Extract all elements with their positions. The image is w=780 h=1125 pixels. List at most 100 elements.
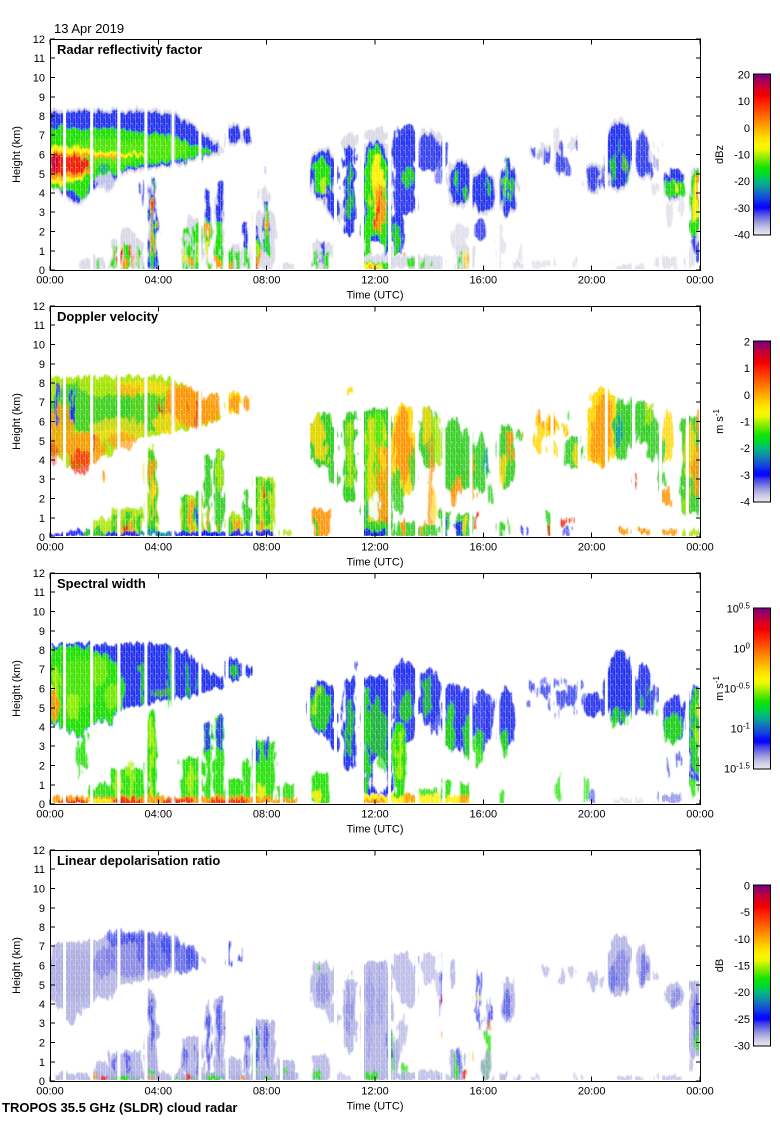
svg-text:5: 5: [39, 436, 45, 448]
svg-text:8: 8: [39, 922, 45, 934]
svg-text:Height (km): Height (km): [11, 393, 23, 450]
svg-text:Time (UTC): Time (UTC): [346, 1101, 403, 1113]
svg-text:10: 10: [33, 884, 45, 896]
svg-text:11: 11: [34, 320, 45, 332]
svg-text:3: 3: [39, 207, 45, 219]
svg-text:10: 10: [738, 96, 750, 108]
svg-text:08:00: 08:00: [253, 275, 281, 287]
svg-text:-30: -30: [734, 203, 750, 215]
svg-text:00:00: 00:00: [686, 542, 714, 554]
svg-text:-15: -15: [734, 961, 750, 973]
svg-text:0: 0: [39, 265, 45, 277]
svg-text:6: 6: [39, 417, 45, 429]
svg-text:Doppler velocity: Doppler velocity: [57, 309, 159, 324]
svg-text:4: 4: [39, 455, 45, 467]
svg-text:9: 9: [39, 92, 45, 104]
svg-text:00:00: 00:00: [686, 1086, 714, 1098]
svg-text:12: 12: [33, 34, 45, 46]
svg-text:Height (km): Height (km): [11, 937, 23, 994]
svg-text:3: 3: [39, 741, 45, 753]
svg-text:Time (UTC): Time (UTC): [346, 824, 403, 836]
svg-text:7: 7: [39, 397, 45, 409]
svg-text:11: 11: [34, 53, 45, 65]
svg-text:00:00: 00:00: [36, 1086, 64, 1098]
svg-text:04:00: 04:00: [145, 542, 173, 554]
svg-text:13 Apr 2019: 13 Apr 2019: [54, 21, 124, 36]
svg-text:20:00: 20:00: [578, 1086, 606, 1098]
svg-text:12:00: 12:00: [361, 542, 389, 554]
svg-text:4: 4: [39, 722, 45, 734]
svg-text:6: 6: [39, 684, 45, 696]
svg-text:00:00: 00:00: [686, 809, 714, 821]
svg-text:0: 0: [39, 532, 45, 544]
svg-text:Time (UTC): Time (UTC): [346, 557, 403, 569]
svg-text:12: 12: [33, 568, 45, 580]
svg-text:3: 3: [39, 474, 45, 486]
svg-text:12:00: 12:00: [361, 809, 389, 821]
svg-text:3: 3: [39, 1018, 45, 1030]
svg-text:-4: -4: [740, 497, 750, 509]
svg-text:Height (km): Height (km): [11, 660, 23, 717]
svg-text:-25: -25: [734, 1014, 750, 1026]
svg-text:-20: -20: [734, 176, 750, 188]
svg-text:08:00: 08:00: [253, 809, 281, 821]
svg-text:9: 9: [39, 359, 45, 371]
svg-text:00:00: 00:00: [686, 275, 714, 287]
svg-text:00:00: 00:00: [36, 809, 64, 821]
svg-text:0: 0: [39, 1076, 45, 1088]
svg-text:9: 9: [39, 903, 45, 915]
svg-text:1: 1: [39, 780, 45, 792]
svg-text:16:00: 16:00: [470, 275, 498, 287]
svg-text:6: 6: [39, 961, 45, 973]
svg-text:16:00: 16:00: [470, 1086, 498, 1098]
svg-text:1: 1: [39, 246, 45, 258]
svg-text:dB: dB: [714, 959, 726, 972]
svg-text:-1: -1: [740, 417, 750, 429]
svg-text:20:00: 20:00: [578, 275, 606, 287]
svg-text:8: 8: [39, 111, 45, 123]
svg-text:2: 2: [39, 761, 45, 773]
svg-text:Height (km): Height (km): [11, 126, 23, 183]
svg-text:20: 20: [738, 70, 750, 82]
svg-text:5: 5: [39, 703, 45, 715]
svg-text:04:00: 04:00: [145, 809, 173, 821]
svg-text:04:00: 04:00: [145, 1086, 173, 1098]
svg-text:12:00: 12:00: [361, 275, 389, 287]
svg-text:-2: -2: [740, 443, 750, 455]
svg-text:0: 0: [744, 881, 750, 893]
svg-text:7: 7: [39, 130, 45, 142]
svg-text:12:00: 12:00: [361, 1086, 389, 1098]
svg-text:16:00: 16:00: [470, 809, 498, 821]
svg-text:12: 12: [33, 301, 45, 313]
svg-text:11: 11: [34, 864, 45, 876]
svg-text:Linear depolarisation ratio: Linear depolarisation ratio: [57, 853, 220, 868]
svg-text:08:00: 08:00: [253, 542, 281, 554]
svg-text:16:00: 16:00: [470, 542, 498, 554]
svg-text:1: 1: [39, 1057, 45, 1069]
svg-text:4: 4: [39, 188, 45, 200]
svg-text:11: 11: [34, 587, 45, 599]
svg-text:20:00: 20:00: [578, 809, 606, 821]
svg-text:7: 7: [39, 664, 45, 676]
svg-text:08:00: 08:00: [253, 1086, 281, 1098]
svg-text:-10: -10: [734, 934, 750, 946]
svg-text:10: 10: [33, 73, 45, 85]
svg-text:0: 0: [744, 123, 750, 135]
svg-text:5: 5: [39, 980, 45, 992]
svg-text:-40: -40: [734, 230, 750, 242]
svg-text:TROPOS 35.5 GHz (SLDR) cloud r: TROPOS 35.5 GHz (SLDR) cloud radar: [2, 1100, 238, 1115]
svg-text:7: 7: [39, 941, 45, 953]
svg-text:0: 0: [39, 799, 45, 811]
svg-text:2: 2: [39, 1038, 45, 1050]
svg-text:dBz: dBz: [714, 145, 726, 164]
svg-text:-20: -20: [734, 987, 750, 999]
svg-text:-10: -10: [734, 150, 750, 162]
svg-text:6: 6: [39, 150, 45, 162]
svg-text:2: 2: [39, 227, 45, 239]
svg-text:2: 2: [39, 494, 45, 506]
svg-text:04:00: 04:00: [145, 275, 173, 287]
svg-text:4: 4: [39, 999, 45, 1011]
svg-text:00:00: 00:00: [36, 542, 64, 554]
svg-text:5: 5: [39, 169, 45, 181]
svg-text:1: 1: [744, 363, 750, 375]
